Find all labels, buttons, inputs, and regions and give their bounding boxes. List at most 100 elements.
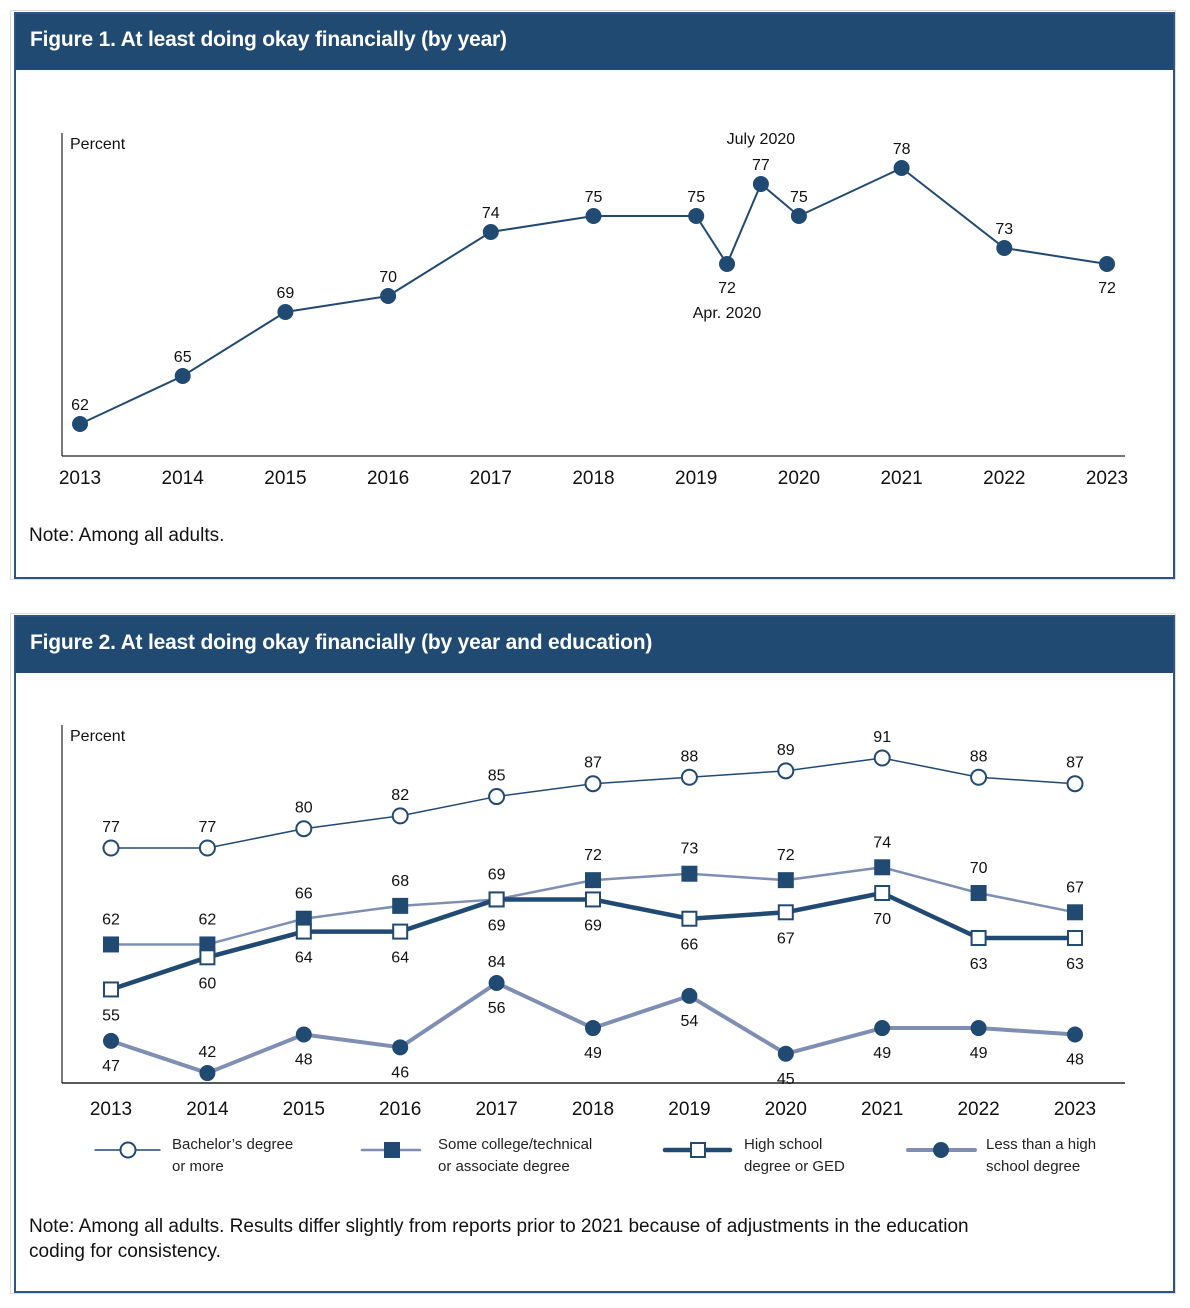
fig2-point-some-college: [392, 897, 409, 914]
fig1-data-point: [893, 160, 910, 176]
legend-label-less-than-high-school: Less than a high school degree: [986, 1134, 1096, 1178]
fig2-point-bachelors: [680, 768, 698, 786]
fig2-point-bachelors: [198, 839, 216, 857]
figure-2-note: Note: Among all adults. Results differ s…: [29, 1214, 969, 1264]
fig1-x-tick-label: 2022: [983, 468, 1025, 489]
legend-marker-bachelors: [119, 1141, 137, 1159]
fig2-label-high-school: 69: [488, 917, 506, 934]
fig2-point-some-college: [585, 872, 601, 889]
fig2-label-bachelors: 87: [584, 755, 602, 772]
fig1-x-tick-label: 2015: [264, 468, 306, 489]
fig1-data-point: [996, 240, 1013, 256]
fig2-point-less-than-high-school: [488, 975, 505, 992]
fig2-point-less-than-high-school: [970, 1020, 987, 1037]
fig1-data-label: 75: [585, 189, 603, 206]
fig2-x-tick-label: 2020: [765, 1099, 807, 1120]
fig2-x-tick-label: 2023: [1054, 1099, 1096, 1120]
fig2-point-bachelors: [584, 775, 602, 793]
fig2-label-bachelors: 80: [295, 800, 313, 817]
legend-label-some-college: Some college/technical or associate degr…: [438, 1134, 592, 1178]
fig2-x-tick-label: 2019: [668, 1099, 710, 1120]
fig1-x-tick-label: 2017: [470, 468, 512, 489]
fig2-label-high-school: 67: [777, 930, 795, 947]
legend-label-bachelors: Bachelor’s degree or more: [172, 1134, 293, 1178]
fig1-data-label: 70: [379, 269, 397, 286]
fig2-label-bachelors: 88: [970, 748, 988, 765]
fig1-data-label: 77: [752, 157, 770, 174]
fig1-data-point: [277, 304, 294, 320]
fig2-point-bachelors: [391, 807, 409, 825]
fig2-point-less-than-high-school: [103, 1032, 119, 1049]
fig2-label-bachelors: 91: [873, 729, 891, 746]
fig2-point-bachelors: [102, 839, 120, 857]
fig2-point-less-than-high-school: [874, 1020, 891, 1037]
fig2-point-high-school: [295, 923, 312, 940]
fig1-data-label: 72: [718, 280, 736, 297]
fig2-label-high-school: 64: [391, 950, 409, 967]
fig2-label-some-college: 66: [295, 886, 313, 903]
fig2-label-less-than-high-school: 48: [1066, 1051, 1084, 1068]
fig2-point-some-college: [199, 936, 216, 953]
legend-marker-less-than-high-school: [933, 1142, 949, 1158]
legend-line: degree or GED: [744, 1158, 845, 1175]
figure-1-panel: Figure 1. At least doing okay financiall…: [10, 10, 1176, 580]
fig2-x-tick-label: 2013: [90, 1099, 132, 1120]
fig2-label-high-school: 66: [681, 937, 699, 954]
fig2-label-less-than-high-school: 49: [584, 1045, 602, 1062]
fig1-data-point: [719, 256, 736, 272]
fig1-data-label: 65: [174, 349, 192, 366]
fig1-x-tick-label: 2019: [675, 468, 717, 489]
fig2-label-some-college: 62: [102, 911, 120, 928]
fig2-label-high-school: 60: [199, 975, 217, 992]
fig2-label-some-college: 74: [873, 834, 891, 851]
fig2-point-high-school: [681, 910, 698, 927]
fig1-data-label: 73: [995, 221, 1013, 238]
fig2-point-less-than-high-school: [585, 1020, 601, 1037]
fig1-data-point: [174, 368, 191, 384]
fig1-x-tick-label: 2020: [778, 468, 820, 489]
fig2-point-high-school: [488, 891, 505, 908]
fig2-x-tick-label: 2021: [861, 1099, 903, 1120]
fig1-data-point: [790, 208, 807, 224]
figure-2-title: Figure 2. At least doing okay financiall…: [30, 631, 653, 654]
fig2-point-less-than-high-school: [392, 1039, 409, 1056]
fig2-label-bachelors: 88: [681, 748, 699, 765]
fig1-data-label: 75: [687, 189, 705, 206]
fig2-label-less-than-high-school: 49: [970, 1045, 988, 1062]
fig2-label-some-college: 62: [199, 911, 217, 928]
fig2-label-some-college: 67: [1066, 879, 1084, 896]
fig2-x-tick-label: 2016: [379, 1099, 421, 1120]
fig2-point-bachelors: [873, 749, 891, 767]
fig1-data-point: [380, 288, 397, 304]
fig2-label-high-school: 70: [873, 911, 891, 928]
fig2-label-some-college: 73: [681, 841, 699, 858]
fig2-point-less-than-high-school: [199, 1065, 216, 1082]
fig2-label-bachelors: 89: [777, 742, 795, 759]
fig1-annotation: July 2020: [727, 131, 796, 148]
fig1-x-tick-label: 2016: [367, 468, 409, 489]
legend-label-high-school: High school degree or GED: [744, 1134, 845, 1178]
fig2-label-less-than-high-school: 54: [681, 1013, 699, 1030]
fig2-label-less-than-high-school: 46: [391, 1064, 409, 1081]
fig2-label-less-than-high-school: 56: [488, 1000, 506, 1017]
fig2-point-high-school: [1067, 930, 1083, 947]
legend-line: Less than a high: [986, 1136, 1097, 1153]
figure-2-header: Figure 2. At least doing okay financiall…: [16, 617, 1173, 673]
fig2-point-bachelors: [970, 768, 988, 786]
fig2-annotation-label: 84: [488, 954, 506, 971]
fig2-point-less-than-high-school: [1067, 1026, 1083, 1043]
fig2-point-some-college: [103, 936, 119, 953]
fig1-x-tick-label: 2021: [880, 468, 922, 489]
fig2-point-high-school: [777, 904, 794, 921]
fig2-point-high-school: [392, 923, 409, 940]
fig2-label-less-than-high-school: 47: [102, 1058, 120, 1075]
fig2-label-less-than-high-school: 49: [873, 1045, 891, 1062]
fig1-data-point: [752, 176, 769, 192]
figure-2-note-line-2: coding for consistency.: [29, 1241, 221, 1262]
fig2-label-bachelors: 85: [488, 768, 506, 785]
fig1-data-label: 78: [893, 141, 911, 158]
fig2-point-less-than-high-school: [295, 1026, 312, 1043]
legend-line: High school: [744, 1136, 823, 1153]
legend-line: or associate degree: [438, 1158, 570, 1175]
